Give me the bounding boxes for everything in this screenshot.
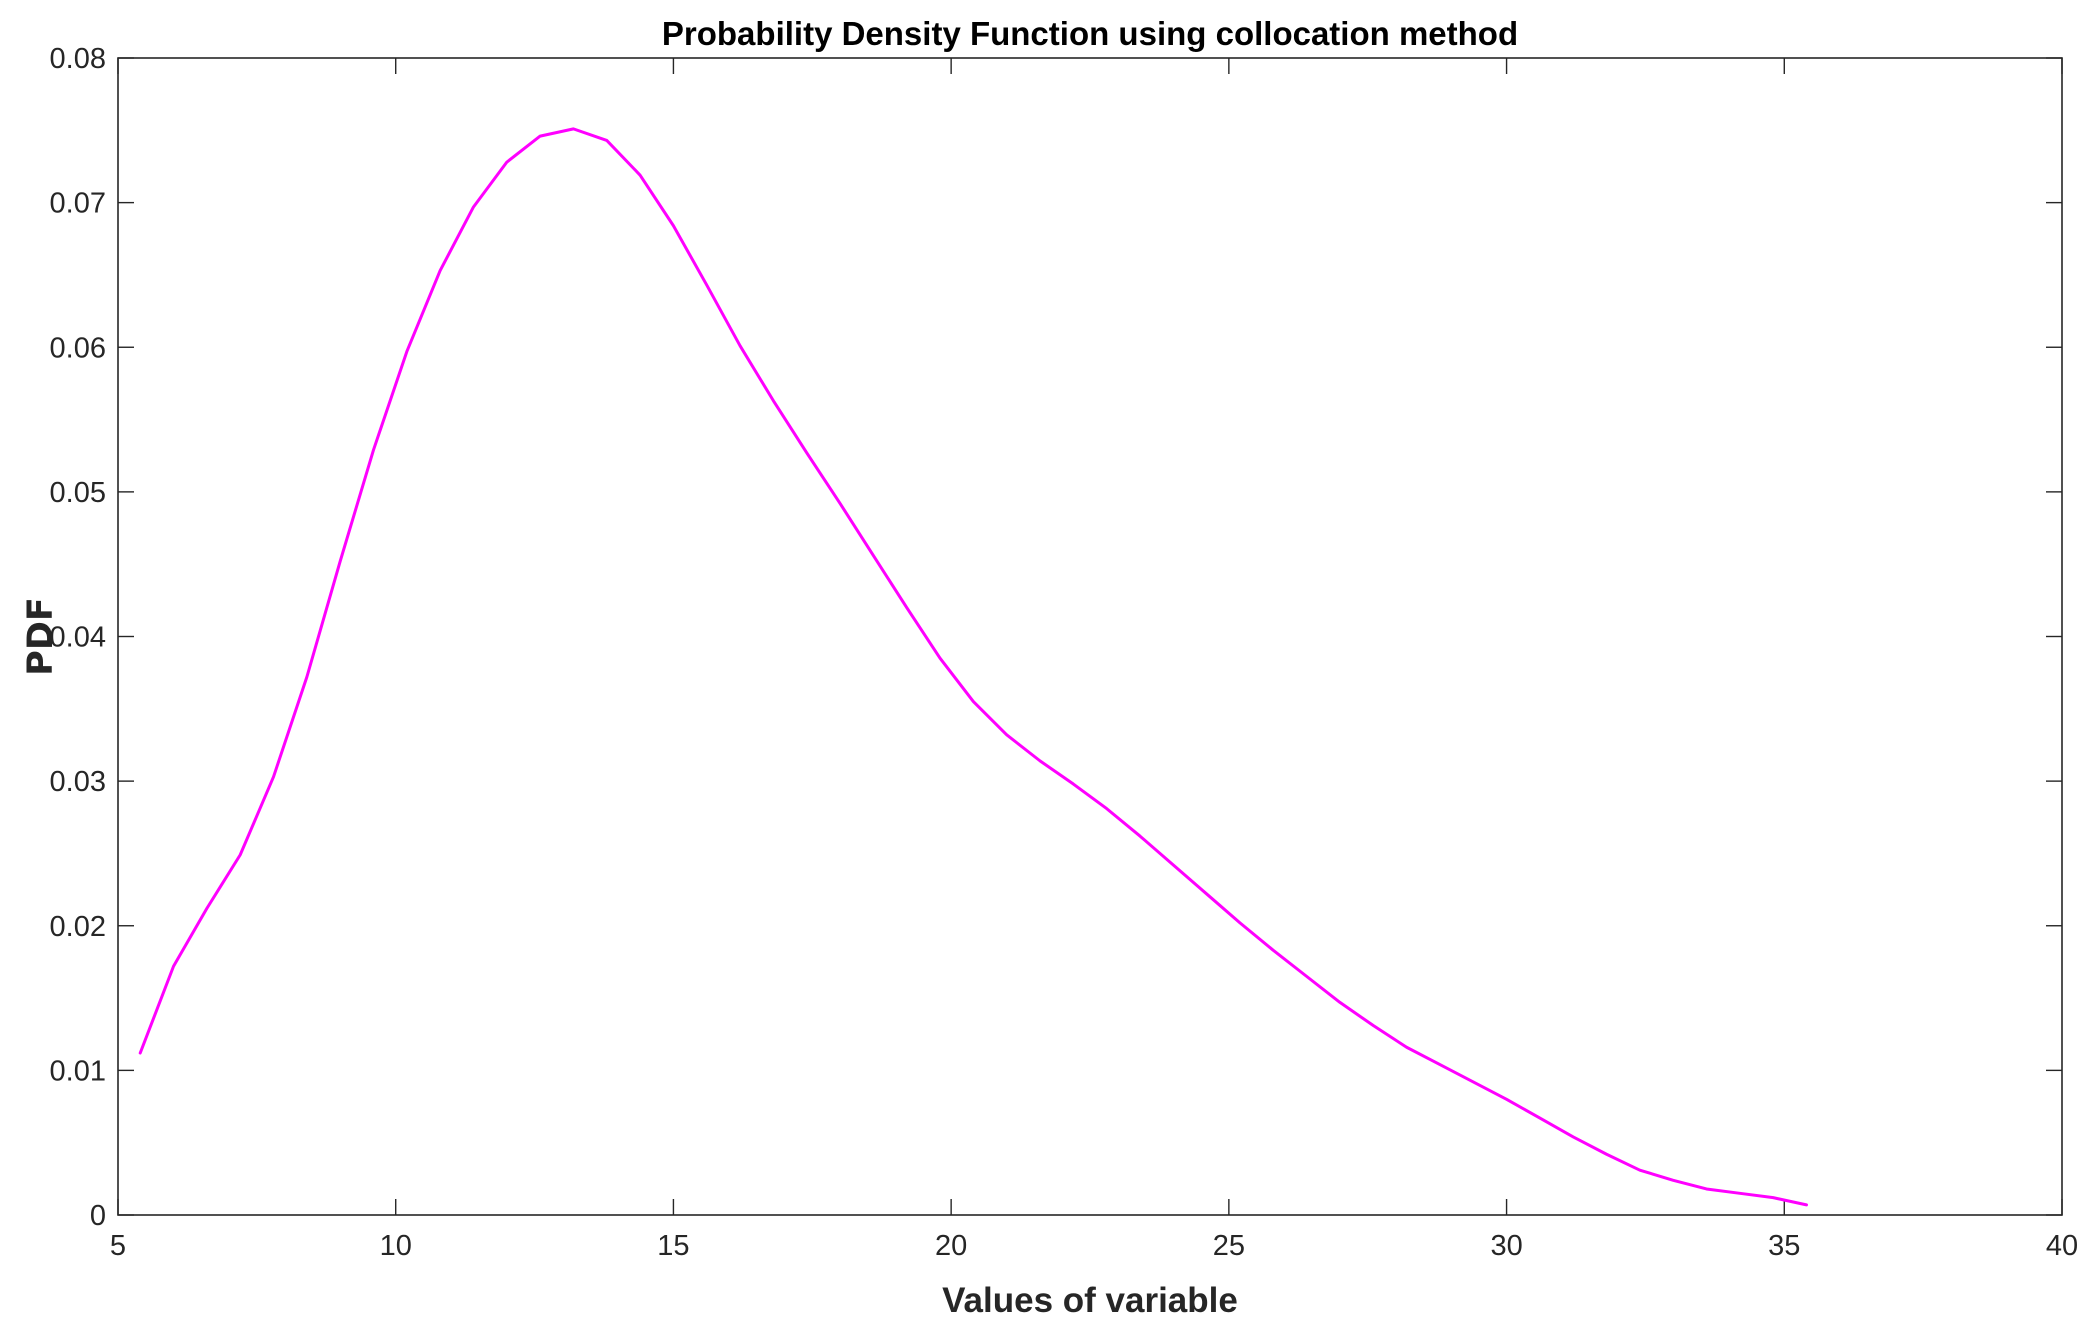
pdf-curve-point bbox=[805, 451, 809, 455]
y-axis-label: PDF bbox=[21, 597, 61, 676]
pdf-curve-point bbox=[871, 554, 875, 558]
pdf-curve-point bbox=[705, 283, 709, 287]
pdf-curve-point bbox=[1671, 1178, 1675, 1182]
pdf-curve-point bbox=[1505, 1097, 1509, 1101]
pdf-curve-point bbox=[605, 138, 609, 142]
pdf-curve-point bbox=[1405, 1045, 1409, 1049]
pdf-curve-point bbox=[1538, 1116, 1542, 1120]
pdf-curve-point bbox=[1438, 1063, 1442, 1067]
y-tick-label: 0.02 bbox=[50, 911, 106, 943]
pdf-curve-point bbox=[1071, 782, 1075, 786]
pdf-curve-point bbox=[1805, 1203, 1809, 1207]
pdf-curve-point bbox=[1605, 1152, 1609, 1156]
pdf-curve-point bbox=[1238, 921, 1242, 925]
pdf-curve-point bbox=[172, 964, 176, 968]
pdf-curve-point bbox=[771, 399, 775, 403]
pdf-curve-point bbox=[738, 344, 742, 348]
pdf-curve-point bbox=[405, 350, 409, 354]
pdf-curve-point bbox=[671, 224, 675, 228]
pdf-curve-point bbox=[638, 173, 642, 177]
y-tick-label: 0.03 bbox=[50, 766, 106, 798]
y-tick-label: 0.04 bbox=[50, 622, 106, 654]
pdf-curve-point bbox=[1005, 733, 1009, 737]
pdf-curve-point bbox=[372, 448, 376, 452]
pdf-curve-point bbox=[1571, 1135, 1575, 1139]
x-tick-label: 30 bbox=[1490, 1230, 1522, 1262]
pdf-curve-point bbox=[505, 160, 509, 164]
pdf-curve-point bbox=[338, 559, 342, 563]
chart-title: Probability Density Function using collo… bbox=[662, 15, 1518, 52]
pdf-curve-point bbox=[1471, 1080, 1475, 1084]
pdf-curve-point bbox=[538, 134, 542, 138]
pdf-curve-point bbox=[1205, 892, 1209, 896]
pdf-curve-point bbox=[238, 853, 242, 857]
pdf-curve-points bbox=[138, 127, 1808, 1207]
x-axis-ticks: 5 10 15 20 25 30 35 40 bbox=[110, 58, 2078, 1262]
pdf-curve-point bbox=[272, 775, 276, 779]
x-tick-label: 15 bbox=[657, 1230, 689, 1262]
pdf-curve-point bbox=[471, 205, 475, 209]
pdf-curve-point bbox=[1338, 1000, 1342, 1004]
x-tick-label: 35 bbox=[1768, 1230, 1800, 1262]
pdf-curve-point bbox=[1738, 1191, 1742, 1195]
pdf-curve-point bbox=[1771, 1196, 1775, 1200]
pdf-curve-point bbox=[205, 906, 209, 910]
y-tick-label: 0.05 bbox=[50, 477, 106, 509]
pdf-curve-point bbox=[1138, 834, 1142, 838]
pdf-curve-point bbox=[1638, 1168, 1642, 1172]
pdf-curve-point bbox=[1371, 1024, 1375, 1028]
pdf-curve-point bbox=[438, 269, 442, 273]
y-axis-label-group: PDF bbox=[21, 597, 61, 676]
pdf-curve-point bbox=[1038, 759, 1042, 763]
pdf-curve-point bbox=[971, 700, 975, 704]
y-tick-label: 0.01 bbox=[50, 1055, 106, 1087]
y-tick-label: 0.06 bbox=[50, 332, 106, 364]
x-tick-label: 25 bbox=[1213, 1230, 1245, 1262]
pdf-curve-point bbox=[138, 1051, 142, 1055]
x-axis-label: Values of variable bbox=[942, 1281, 1238, 1320]
pdf-curve-point bbox=[1171, 863, 1175, 867]
pdf-curve-point bbox=[905, 606, 909, 610]
y-tick-label: 0.08 bbox=[50, 43, 106, 75]
x-tick-label: 40 bbox=[2046, 1230, 2078, 1262]
x-tick-label: 10 bbox=[380, 1230, 412, 1262]
x-tick-label: 20 bbox=[935, 1230, 967, 1262]
pdf-curve-point bbox=[571, 127, 575, 131]
pdf-curve-point bbox=[1271, 948, 1275, 952]
x-tick-label: 5 bbox=[110, 1230, 126, 1262]
y-tick-label: 0 bbox=[90, 1200, 106, 1232]
pdf-curve-point bbox=[938, 656, 942, 660]
plot-area-frame bbox=[117, 57, 2063, 1216]
pdf-curve-point bbox=[1705, 1187, 1709, 1191]
pdf-curve-line bbox=[138, 127, 1808, 1207]
pdf-curve-point bbox=[1305, 974, 1309, 978]
pdf-curve-point bbox=[305, 675, 309, 679]
pdf-curve-point bbox=[1105, 807, 1109, 811]
y-tick-label: 0.07 bbox=[50, 188, 106, 220]
y-axis-ticks: 0 0.01 0.02 0.03 0.04 0.05 0.06 0.07 0.08 bbox=[50, 43, 2062, 1232]
pdf-curve-point bbox=[838, 501, 842, 505]
